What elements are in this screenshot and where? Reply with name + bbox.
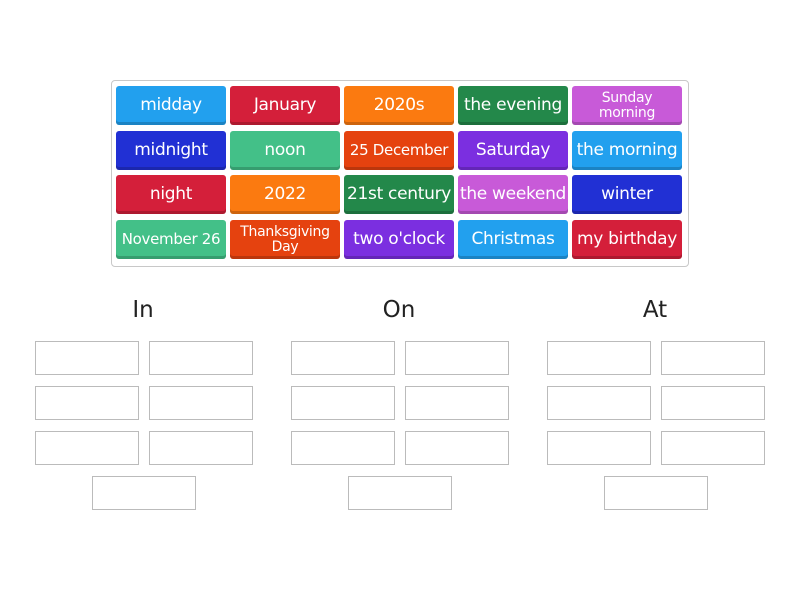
drop-slot[interactable] xyxy=(291,341,395,375)
word-tile[interactable]: Saturday xyxy=(458,130,568,170)
word-tile[interactable]: winter xyxy=(572,175,682,215)
drop-slot[interactable] xyxy=(35,386,139,420)
word-tile[interactable]: January xyxy=(230,86,340,125)
word-tile[interactable]: night xyxy=(116,175,226,215)
drop-slot[interactable] xyxy=(35,341,139,375)
drop-slot[interactable] xyxy=(405,341,509,375)
word-tile[interactable]: the evening xyxy=(458,86,568,125)
word-tile[interactable]: two o'clock xyxy=(344,220,454,260)
drop-slot[interactable] xyxy=(547,431,651,465)
word-tile[interactable]: my birthday xyxy=(572,220,682,260)
drop-slot[interactable] xyxy=(661,386,765,420)
word-bank: midday January 2020s the evening Sunday morn… xyxy=(111,80,689,267)
word-tile[interactable]: 21st century xyxy=(344,175,454,215)
drop-slot[interactable] xyxy=(149,386,253,420)
word-tile[interactable]: 2020s xyxy=(344,86,454,125)
drop-slot[interactable] xyxy=(348,476,452,510)
word-tile[interactable]: the morning xyxy=(572,130,682,170)
group-heading: On xyxy=(382,297,416,323)
drop-slot[interactable] xyxy=(35,431,139,465)
word-tile[interactable]: Christmas xyxy=(458,220,568,260)
word-tile[interactable]: Sunday morning xyxy=(572,86,682,125)
drop-slot[interactable] xyxy=(661,431,765,465)
word-tile[interactable]: November 26 xyxy=(116,220,226,260)
drop-slot[interactable] xyxy=(661,341,765,375)
word-tile[interactable]: Thanksgiving Day xyxy=(230,220,340,260)
group-heading: In xyxy=(132,297,154,323)
drop-slot[interactable] xyxy=(547,386,651,420)
drop-slot[interactable] xyxy=(149,341,253,375)
drop-slot[interactable] xyxy=(92,476,196,510)
word-tile[interactable]: midday xyxy=(116,86,226,125)
drop-slot[interactable] xyxy=(604,476,708,510)
group-heading: At xyxy=(642,297,668,323)
drop-slot[interactable] xyxy=(547,341,651,375)
word-tile[interactable]: 2022 xyxy=(230,175,340,215)
word-tile[interactable]: noon xyxy=(230,130,340,170)
drop-slot[interactable] xyxy=(291,431,395,465)
drop-slot[interactable] xyxy=(405,431,509,465)
drop-slot[interactable] xyxy=(405,386,509,420)
drop-slot[interactable] xyxy=(149,431,253,465)
word-tile[interactable]: 25 December xyxy=(344,130,454,170)
drop-slot[interactable] xyxy=(291,386,395,420)
word-tile[interactable]: the weekend xyxy=(458,175,568,215)
word-tile[interactable]: midnight xyxy=(116,130,226,170)
